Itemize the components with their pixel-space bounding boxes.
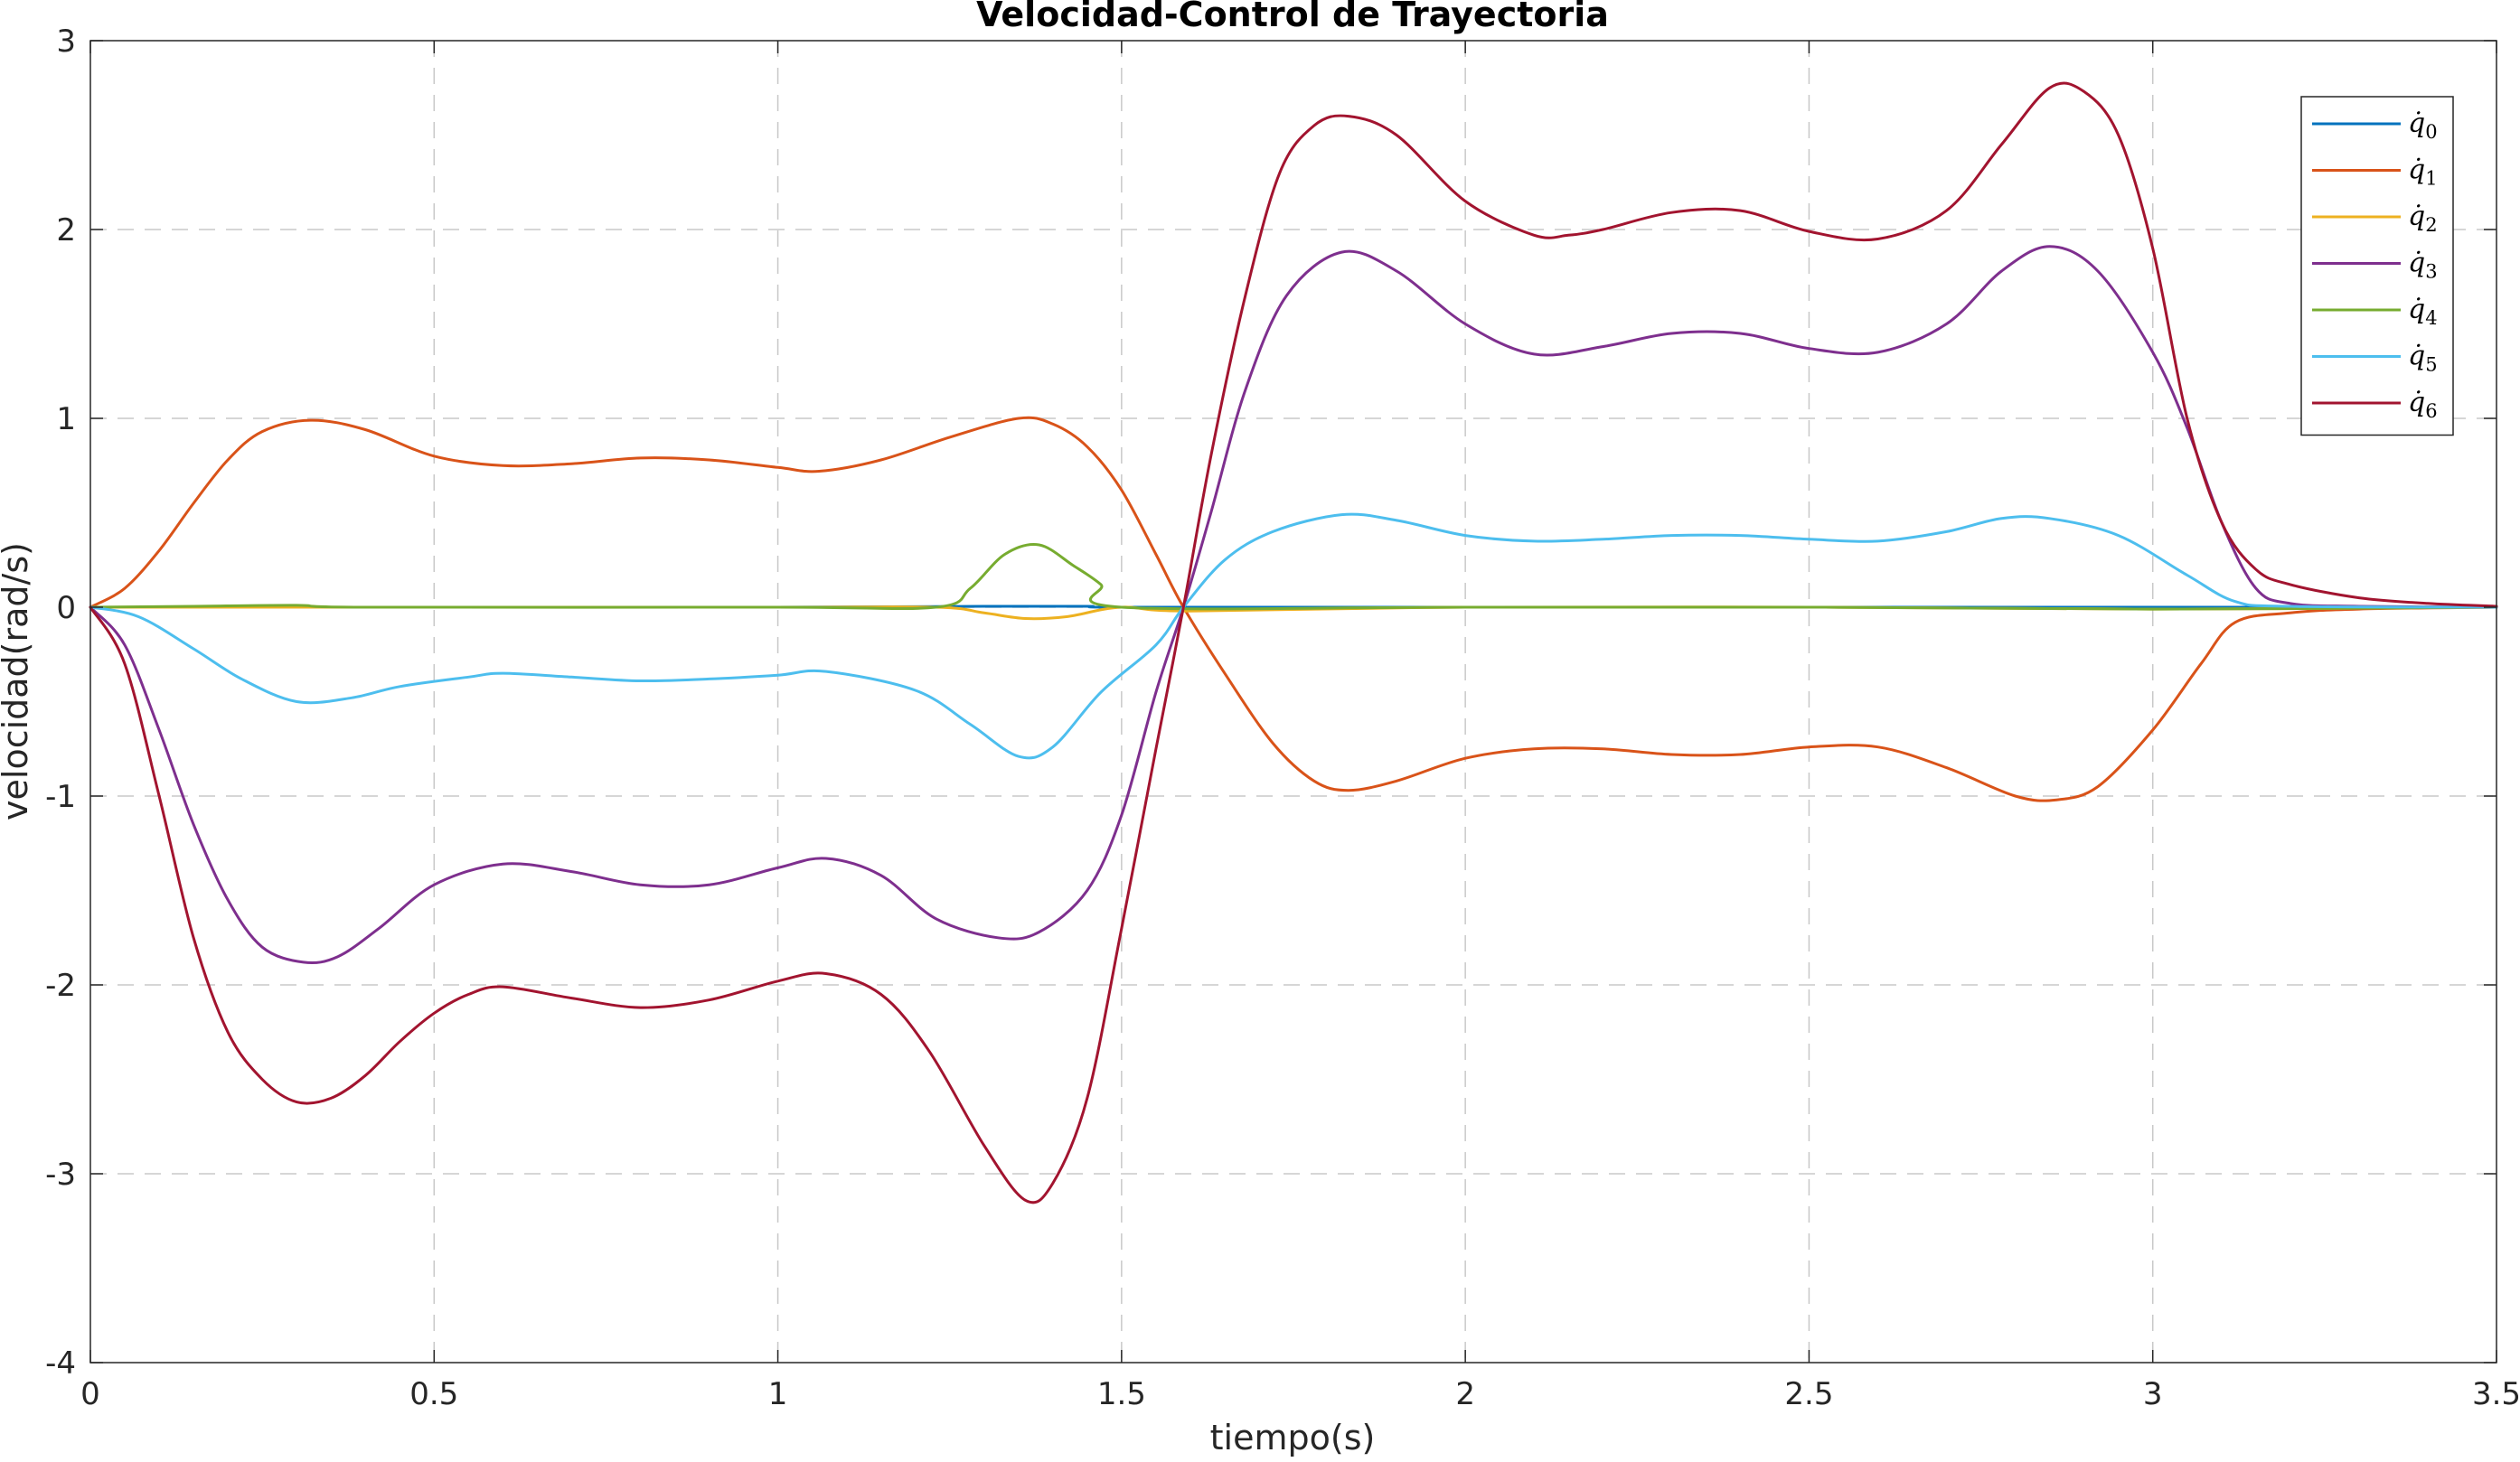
axes-background: [90, 41, 2496, 1363]
legend-label-q3: q̇3: [2408, 248, 2438, 283]
series-line-q6: [89, 81, 2498, 1204]
x-tick-label: 2: [1455, 1376, 1475, 1412]
legend-box: [2300, 96, 2454, 436]
y-tick-label: 2: [56, 212, 76, 248]
y-tick-label: -3: [45, 1157, 76, 1193]
legend-label-q6: q̇6: [2408, 387, 2438, 422]
x-tick-label: 0: [80, 1376, 100, 1412]
x-tick-label: 0.5: [409, 1376, 458, 1412]
legend-label-q4: q̇4: [2408, 294, 2438, 329]
y-tick-label: -1: [45, 779, 76, 815]
x-axis-label: tiempo(s): [1210, 1418, 1376, 1457]
series-line-q3: [89, 245, 2498, 965]
x-tick-label: 2.5: [1784, 1376, 1833, 1412]
y-tick-label: 0: [56, 590, 76, 626]
x-tick-label: 3: [2143, 1376, 2163, 1412]
x-tick-label: 1.5: [1097, 1376, 1146, 1412]
legend-label-q0: q̇0: [2408, 108, 2438, 143]
legend-label-q1: q̇1: [2408, 155, 2438, 190]
plot-area: 0 0.5 1 1.5 2 2.5 3 3.5 -4 -3 -2 -1 0 1 2 3: [45, 23, 2520, 1412]
legend-label-q5: q̇5: [2408, 341, 2438, 376]
legend-label-q2: q̇2: [2408, 201, 2438, 236]
axes-frame: [89, 40, 2497, 1364]
series-line-q4: [89, 543, 2498, 611]
series-line-q1: [89, 416, 2498, 802]
series-line-q5: [89, 512, 2498, 760]
legend: q̇0 q̇1 q̇2 q̇3 q̇4 q̇5 q̇6: [2300, 96, 2454, 436]
y-tick-label: -4: [45, 1345, 76, 1382]
y-tick-label: 3: [56, 23, 76, 60]
y-axis-label: velocidad(rad/s): [0, 542, 35, 820]
y-tick-label: -2: [45, 968, 76, 1004]
chart-title: Velocidad-Control de Trayectoria: [976, 0, 1609, 34]
x-tick-label: 1: [768, 1376, 788, 1412]
x-tick-label: 3.5: [2472, 1376, 2520, 1412]
y-tick-label: 1: [56, 401, 76, 437]
